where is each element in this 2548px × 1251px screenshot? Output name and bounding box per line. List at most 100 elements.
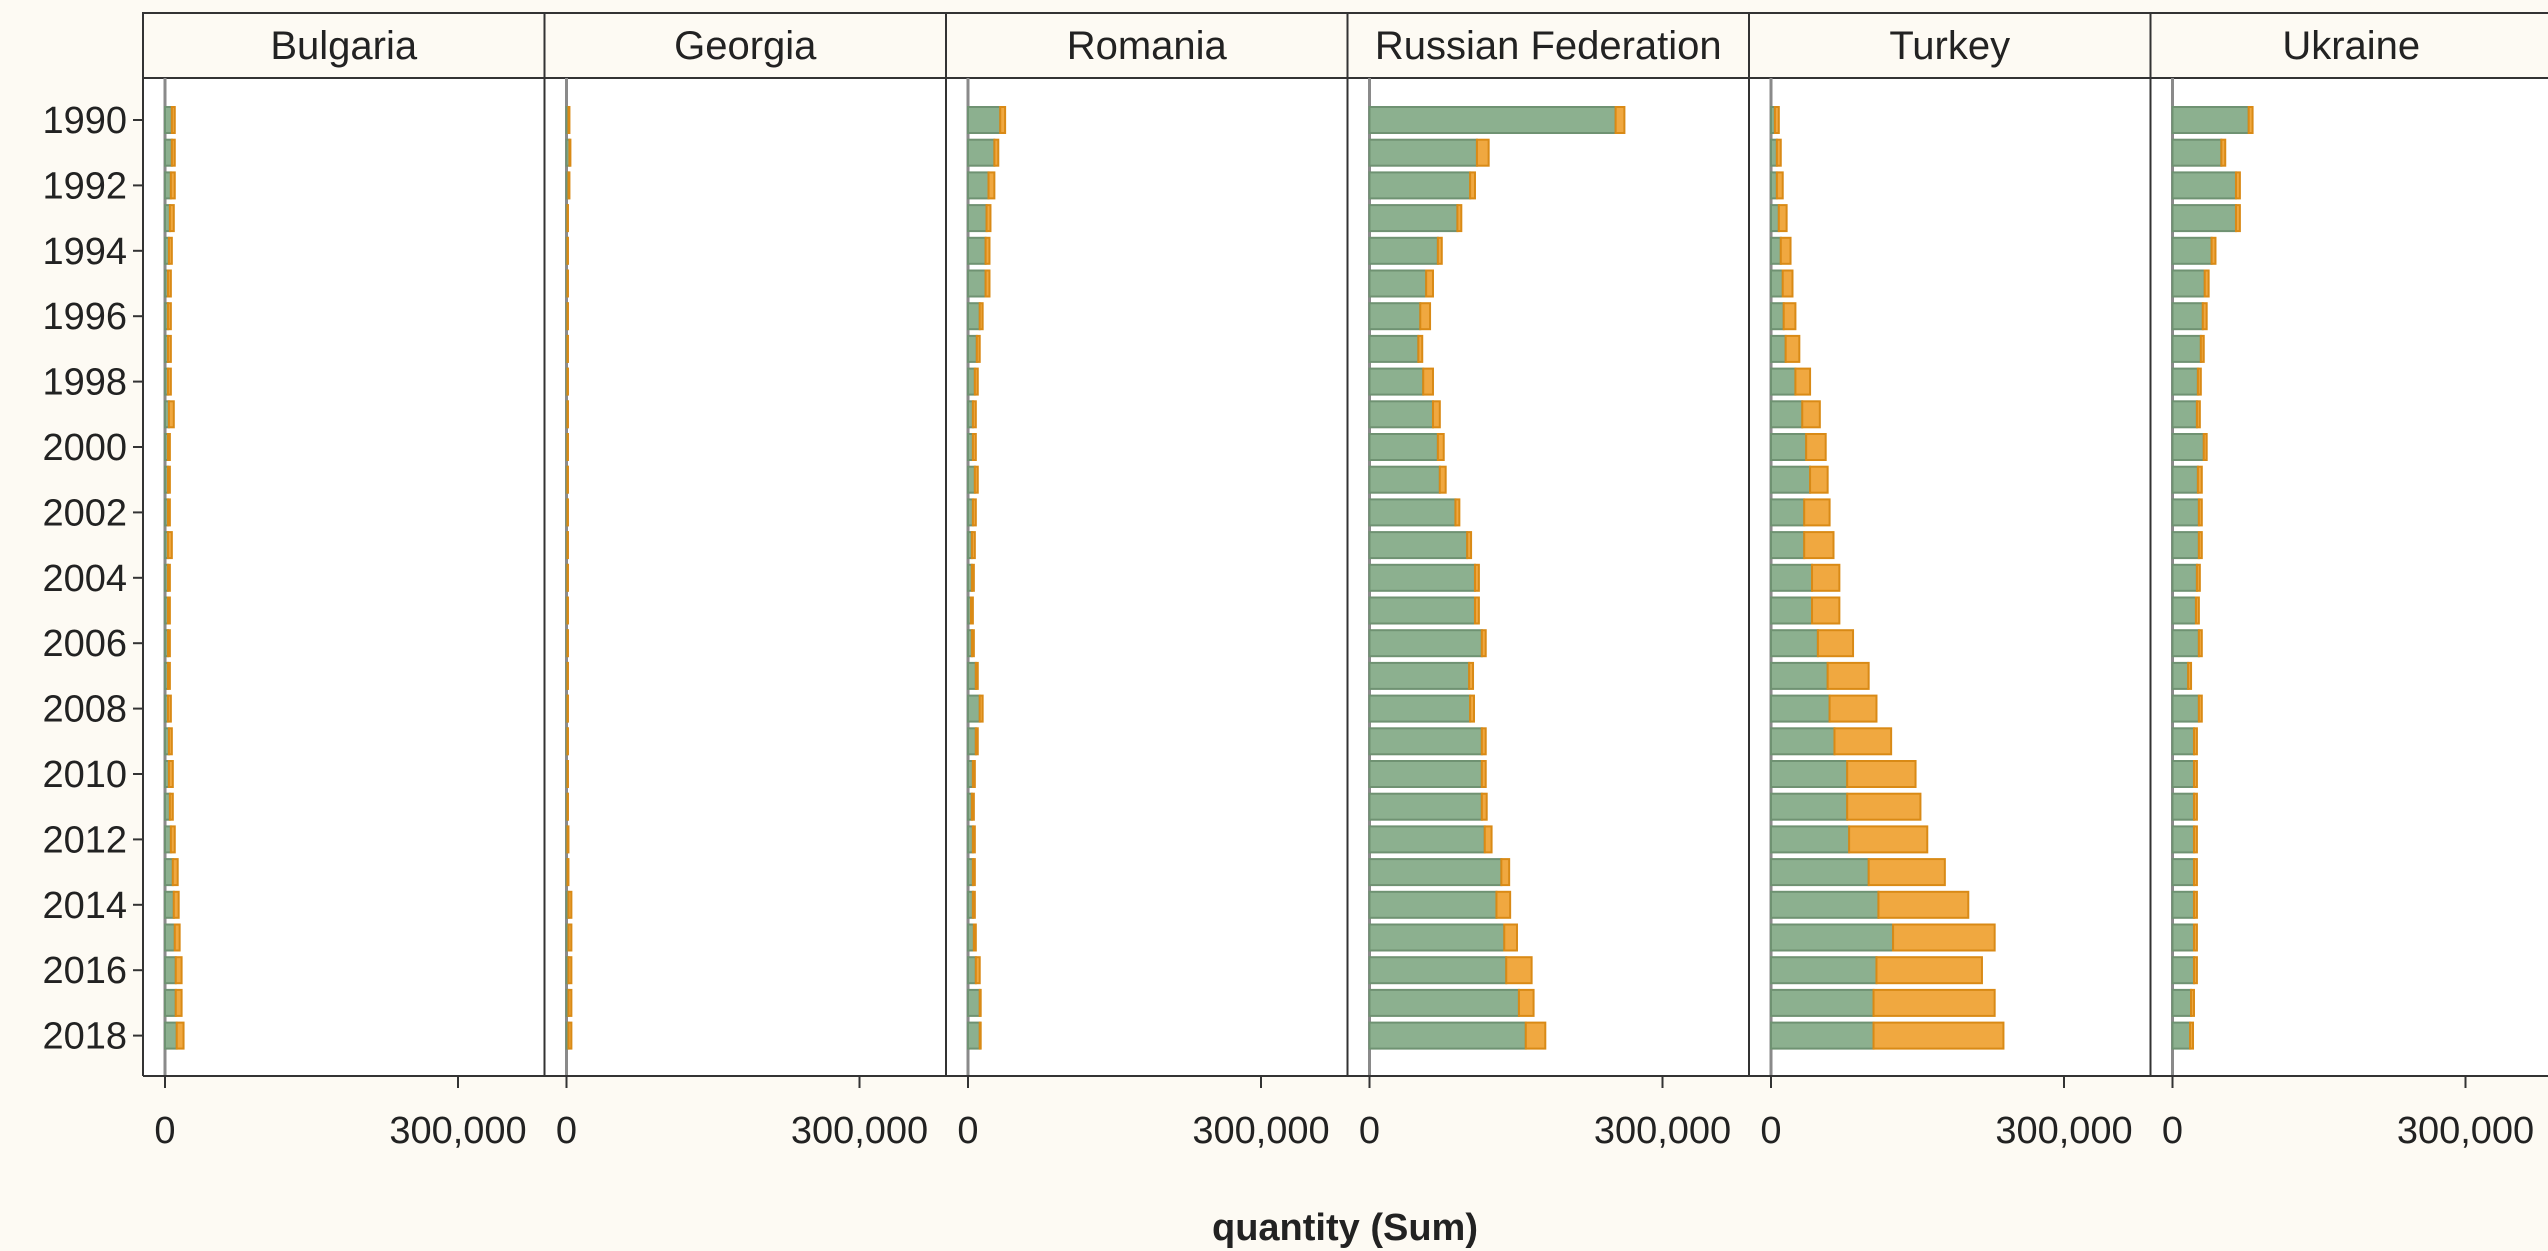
bar-segment — [1473, 563, 1480, 592]
bar-segment — [975, 334, 981, 363]
bar-segment — [170, 106, 176, 134]
x-tick-label: 0 — [957, 1110, 978, 1152]
bar-segment — [566, 760, 569, 788]
bar-segment — [967, 1021, 981, 1050]
bar-segment — [2192, 825, 2198, 854]
bar-segment — [1475, 138, 1490, 167]
bar-segment — [2192, 727, 2198, 756]
bar-segment — [2171, 269, 2206, 298]
bar-segment — [168, 204, 175, 233]
bar-segment — [2171, 694, 2200, 723]
panel-title: Ukraine — [2282, 24, 2420, 68]
panel-title: Bulgaria — [270, 24, 418, 68]
bar-segment — [2171, 498, 2200, 527]
bar-segment — [967, 138, 996, 167]
bar-segment — [1770, 433, 1808, 461]
bar-segment — [169, 171, 176, 200]
bar-segment — [1456, 204, 1463, 233]
bar-segment — [969, 596, 974, 625]
bar-segment — [1368, 236, 1439, 265]
bar-segment — [1770, 923, 1895, 952]
panel-title: Russian Federation — [1375, 24, 1722, 68]
bar-segment — [967, 367, 976, 396]
x-tick-label: 300,000 — [791, 1110, 928, 1152]
x-tick-label: 300,000 — [2397, 1110, 2534, 1152]
bar-segment — [1368, 956, 1508, 985]
bar-segment — [1368, 858, 1503, 887]
y-tick-label: 2000 — [42, 427, 127, 469]
bar-segment — [2234, 171, 2241, 200]
bar-segment — [967, 334, 978, 363]
bar-segment — [1872, 1021, 2005, 1050]
bar-segment — [1368, 694, 1472, 723]
bar-segment — [2196, 465, 2203, 494]
bar-segment — [166, 367, 172, 396]
bar-segment — [1480, 760, 1487, 788]
bar-segment — [974, 956, 981, 985]
bar-segment — [1846, 792, 1922, 821]
y-tick-label: 2016 — [42, 950, 127, 992]
x-tick-label: 300,000 — [1594, 1110, 1731, 1152]
x-tick-label: 0 — [2162, 1110, 2183, 1152]
bar-segment — [993, 138, 1000, 167]
bar-segment — [967, 106, 1002, 134]
bar-segment — [1872, 988, 1996, 1017]
bar-segment — [1368, 792, 1483, 821]
bar-segment — [2234, 204, 2241, 233]
bar-segment — [2171, 433, 2205, 461]
bar-segment — [1469, 694, 1476, 723]
bar-segment — [167, 727, 173, 756]
bar-segment — [1368, 400, 1434, 429]
bar-segment — [175, 1021, 185, 1050]
bar-segment — [166, 498, 171, 527]
bar-segment — [984, 269, 991, 298]
bar-segment — [970, 629, 975, 658]
bar-segment — [1770, 531, 1806, 560]
bar-segment — [567, 923, 573, 952]
bar-segment — [568, 138, 572, 167]
bar-segment — [2171, 171, 2237, 200]
y-tick-label: 2010 — [42, 754, 127, 796]
bar-segment — [1368, 204, 1459, 233]
bar-segment — [2197, 531, 2203, 560]
bar-segment — [1436, 236, 1443, 265]
bar-segment — [970, 563, 975, 592]
bar-segment — [2192, 858, 2198, 887]
bar-segment — [1480, 792, 1488, 821]
bar-segment — [2197, 498, 2203, 527]
bar-segment — [1781, 269, 1794, 298]
y-tick-label: 1994 — [42, 231, 127, 273]
bar-segment — [2171, 825, 2195, 854]
bar-segment — [164, 138, 173, 167]
bar-segment — [1770, 400, 1804, 429]
bar-segment — [1770, 727, 1836, 756]
bar-segment — [971, 400, 977, 429]
bar-segment — [566, 694, 569, 723]
bar-segment — [1500, 858, 1511, 887]
y-tick-label: 1990 — [42, 100, 127, 142]
bar-segment — [2189, 1021, 2195, 1050]
bar-segment — [967, 988, 981, 1017]
panel-header — [1748, 12, 2152, 79]
bar-segment — [567, 1021, 573, 1050]
bar-segment — [971, 825, 976, 854]
bar-segment — [987, 171, 996, 200]
bar-segment — [2203, 269, 2210, 298]
bar-segment — [1846, 760, 1917, 788]
bar-segment — [970, 531, 976, 560]
bar-segment — [2187, 661, 2193, 690]
bar-segment — [1770, 792, 1849, 821]
bar-segment — [166, 302, 172, 331]
bar-segment — [164, 956, 177, 985]
bar-segment — [164, 923, 176, 952]
y-tick-label: 2002 — [42, 492, 127, 534]
bar-segment — [973, 367, 979, 396]
bar-segment — [1816, 629, 1855, 658]
bar-segment — [967, 956, 977, 985]
bar-segment — [973, 465, 979, 494]
bar-segment — [1770, 498, 1806, 527]
bar-segment — [2171, 400, 2198, 429]
panel-title: Georgia — [674, 24, 817, 68]
bar-segment — [967, 171, 990, 200]
